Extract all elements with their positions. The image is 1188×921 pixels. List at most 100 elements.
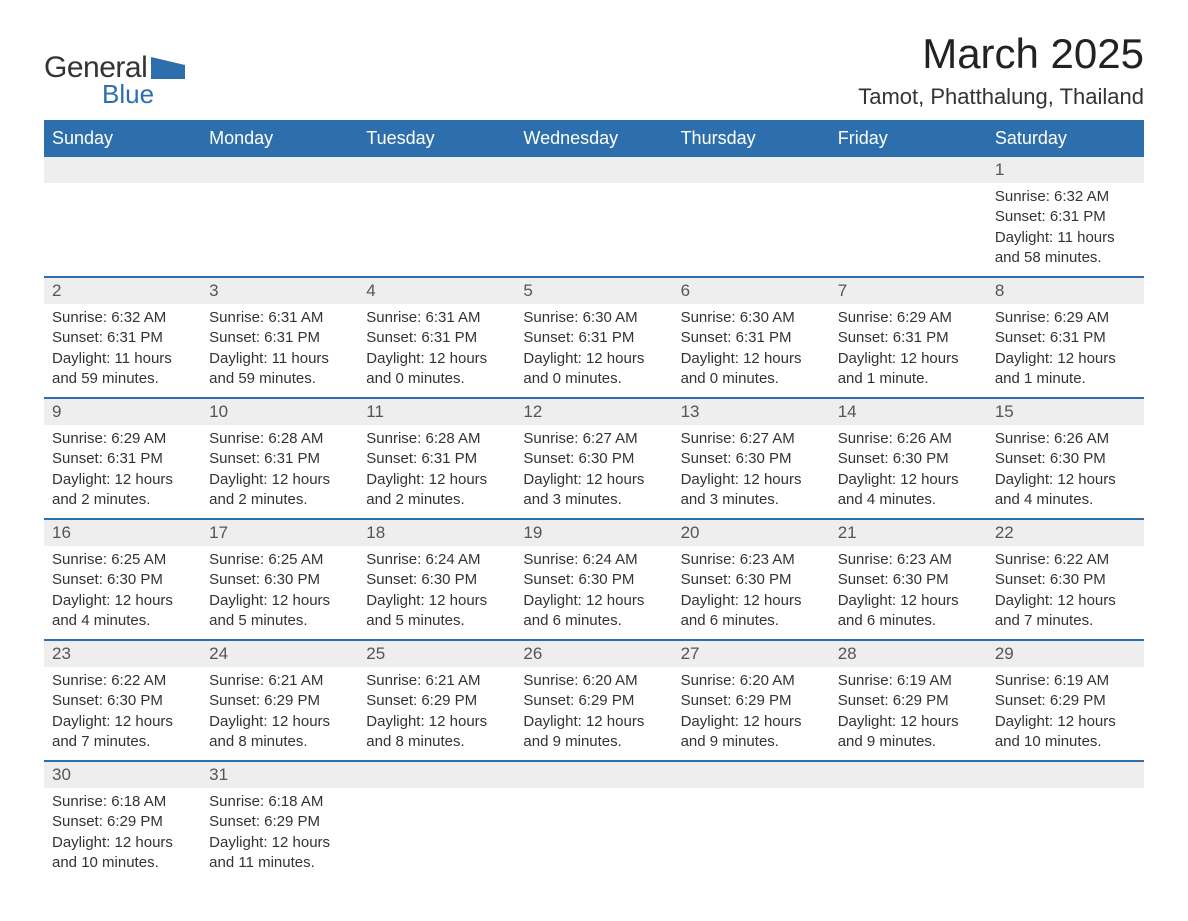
day-sunset: Sunset: 6:29 PM <box>366 691 507 711</box>
day-daylight2: and 6 minutes. <box>838 611 979 631</box>
day-daylight2: and 59 minutes. <box>52 369 193 389</box>
day-data-cell: Sunrise: 6:24 AMSunset: 6:30 PMDaylight:… <box>358 546 515 640</box>
day-daylight1: Daylight: 12 hours <box>838 349 979 369</box>
day-number-cell: 29 <box>987 640 1144 667</box>
day-number-cell: 11 <box>358 398 515 425</box>
day-number-row: 3031 <box>44 761 1144 788</box>
day-daylight1: Daylight: 12 hours <box>209 470 350 490</box>
day-data-cell: Sunrise: 6:21 AMSunset: 6:29 PMDaylight:… <box>358 667 515 761</box>
day-sunset: Sunset: 6:30 PM <box>523 449 664 469</box>
day-number-cell <box>358 156 515 183</box>
day-number-cell: 23 <box>44 640 201 667</box>
day-daylight2: and 8 minutes. <box>366 732 507 752</box>
day-sunset: Sunset: 6:29 PM <box>209 691 350 711</box>
day-sunset: Sunset: 6:31 PM <box>366 328 507 348</box>
day-data-cell <box>358 183 515 277</box>
day-number-cell <box>358 761 515 788</box>
day-number-cell: 31 <box>201 761 358 788</box>
day-number-cell: 24 <box>201 640 358 667</box>
day-data-row: Sunrise: 6:25 AM Sunset: 6:30 PM Daylight:… <box>44 546 1144 640</box>
day-daylight1: Daylight: 12 hours <box>523 712 664 732</box>
day-number-cell: 20 <box>673 519 830 546</box>
day-sunset: Sunset: 6:29 PM <box>52 812 193 832</box>
day-sunrise: Sunrise: 6:24 AM <box>366 550 507 570</box>
day-sunrise: Sunrise: 6:28 AM <box>366 429 507 449</box>
day-data-cell: Sunrise: 6:31 AMSunset: 6:31 PMDaylight:… <box>201 304 358 398</box>
day-sunrise: Sunrise: 6:31 AM <box>209 308 350 328</box>
day-number-cell <box>987 761 1144 788</box>
day-data-cell <box>44 183 201 277</box>
day-daylight1: Daylight: 12 hours <box>681 712 822 732</box>
day-number-cell: 15 <box>987 398 1144 425</box>
day-number-cell: 28 <box>830 640 987 667</box>
weekday-header: Tuesday <box>358 121 515 156</box>
location-text: Tamot, Phatthalung, Thailand <box>858 84 1144 110</box>
day-number-cell <box>515 761 672 788</box>
day-data-cell: Sunrise: 6:30 AMSunset: 6:31 PMDaylight:… <box>673 304 830 398</box>
day-data-cell: Sunrise: 6:19 AMSunset: 6:29 PMDaylight:… <box>830 667 987 761</box>
day-daylight2: and 0 minutes. <box>681 369 822 389</box>
day-data-cell: Sunrise: 6:30 AMSunset: 6:31 PMDaylight:… <box>515 304 672 398</box>
day-daylight1: Daylight: 11 hours <box>209 349 350 369</box>
day-number-cell: 12 <box>515 398 672 425</box>
day-number-cell: 17 <box>201 519 358 546</box>
weekday-header-row: Sunday Monday Tuesday Wednesday Thursday… <box>44 121 1144 156</box>
day-number-row: 16171819202122 <box>44 519 1144 546</box>
day-daylight1: Daylight: 12 hours <box>681 349 822 369</box>
day-sunset: Sunset: 6:30 PM <box>523 570 664 590</box>
day-daylight1: Daylight: 12 hours <box>838 712 979 732</box>
day-sunset: Sunset: 6:29 PM <box>838 691 979 711</box>
day-daylight2: and 9 minutes. <box>838 732 979 752</box>
day-number-cell: 2 <box>44 277 201 304</box>
day-sunset: Sunset: 6:29 PM <box>523 691 664 711</box>
day-data-cell: Sunrise: 6:27 AMSunset: 6:30 PMDaylight:… <box>673 425 830 519</box>
day-sunset: Sunset: 6:31 PM <box>995 328 1136 348</box>
day-daylight1: Daylight: 12 hours <box>52 712 193 732</box>
day-number-cell: 4 <box>358 277 515 304</box>
day-daylight1: Daylight: 12 hours <box>681 470 822 490</box>
day-sunrise: Sunrise: 6:32 AM <box>995 187 1136 207</box>
day-data-cell <box>515 788 672 881</box>
day-number-cell <box>44 156 201 183</box>
day-sunrise: Sunrise: 6:25 AM <box>209 550 350 570</box>
day-number-cell: 9 <box>44 398 201 425</box>
month-title: March 2025 <box>858 30 1144 78</box>
day-sunrise: Sunrise: 6:28 AM <box>209 429 350 449</box>
day-daylight2: and 4 minutes. <box>995 490 1136 510</box>
weekday-header: Monday <box>201 121 358 156</box>
day-number-cell: 8 <box>987 277 1144 304</box>
day-number-cell: 3 <box>201 277 358 304</box>
day-daylight1: Daylight: 12 hours <box>366 591 507 611</box>
day-data-cell: Sunrise: 6:32 AMSunset: 6:31 PMDaylight:… <box>44 304 201 398</box>
day-data-row: Sunrise: 6:29 AMSunset: 6:31 PMDaylight:… <box>44 425 1144 519</box>
day-sunset: Sunset: 6:30 PM <box>995 449 1136 469</box>
weekday-header: Thursday <box>673 121 830 156</box>
day-data-cell <box>987 788 1144 881</box>
day-daylight2: and 4 minutes. <box>838 490 979 510</box>
day-number-cell: 21 <box>830 519 987 546</box>
day-daylight2: and 58 minutes. <box>995 248 1136 268</box>
day-sunrise: Sunrise: 6:26 AM <box>838 429 979 449</box>
day-daylight1: Daylight: 12 hours <box>523 470 664 490</box>
day-daylight2: and 9 minutes. <box>523 732 664 752</box>
header-area: General Blue March 2025 Tamot, Phatthalu… <box>44 30 1144 110</box>
day-daylight2: and 6 minutes. <box>523 611 664 631</box>
logo-text-blue: Blue <box>102 79 154 110</box>
day-sunset: Sunset: 6:29 PM <box>209 812 350 832</box>
weekday-header: Sunday <box>44 121 201 156</box>
day-number-row: 9101112131415 <box>44 398 1144 425</box>
day-sunrise: Sunrise: 6:18 AM <box>209 792 350 812</box>
day-sunrise: Sunrise: 6:20 AM <box>523 671 664 691</box>
day-daylight2: and 5 minutes. <box>366 611 507 631</box>
day-number-cell <box>201 156 358 183</box>
day-data-row: Sunrise: 6:32 AMSunset: 6:31 PMDaylight:… <box>44 183 1144 277</box>
day-number-cell: 30 <box>44 761 201 788</box>
day-sunrise: Sunrise: 6:29 AM <box>52 429 193 449</box>
day-number-cell: 5 <box>515 277 672 304</box>
day-data-cell <box>515 183 672 277</box>
day-sunset: Sunset: 6:31 PM <box>681 328 822 348</box>
day-daylight2: and 9 minutes. <box>681 732 822 752</box>
day-daylight2: and 7 minutes. <box>995 611 1136 631</box>
day-sunrise: Sunrise: 6:27 AM <box>681 429 822 449</box>
day-data-cell: Sunrise: 6:29 AMSunset: 6:31 PMDaylight:… <box>987 304 1144 398</box>
